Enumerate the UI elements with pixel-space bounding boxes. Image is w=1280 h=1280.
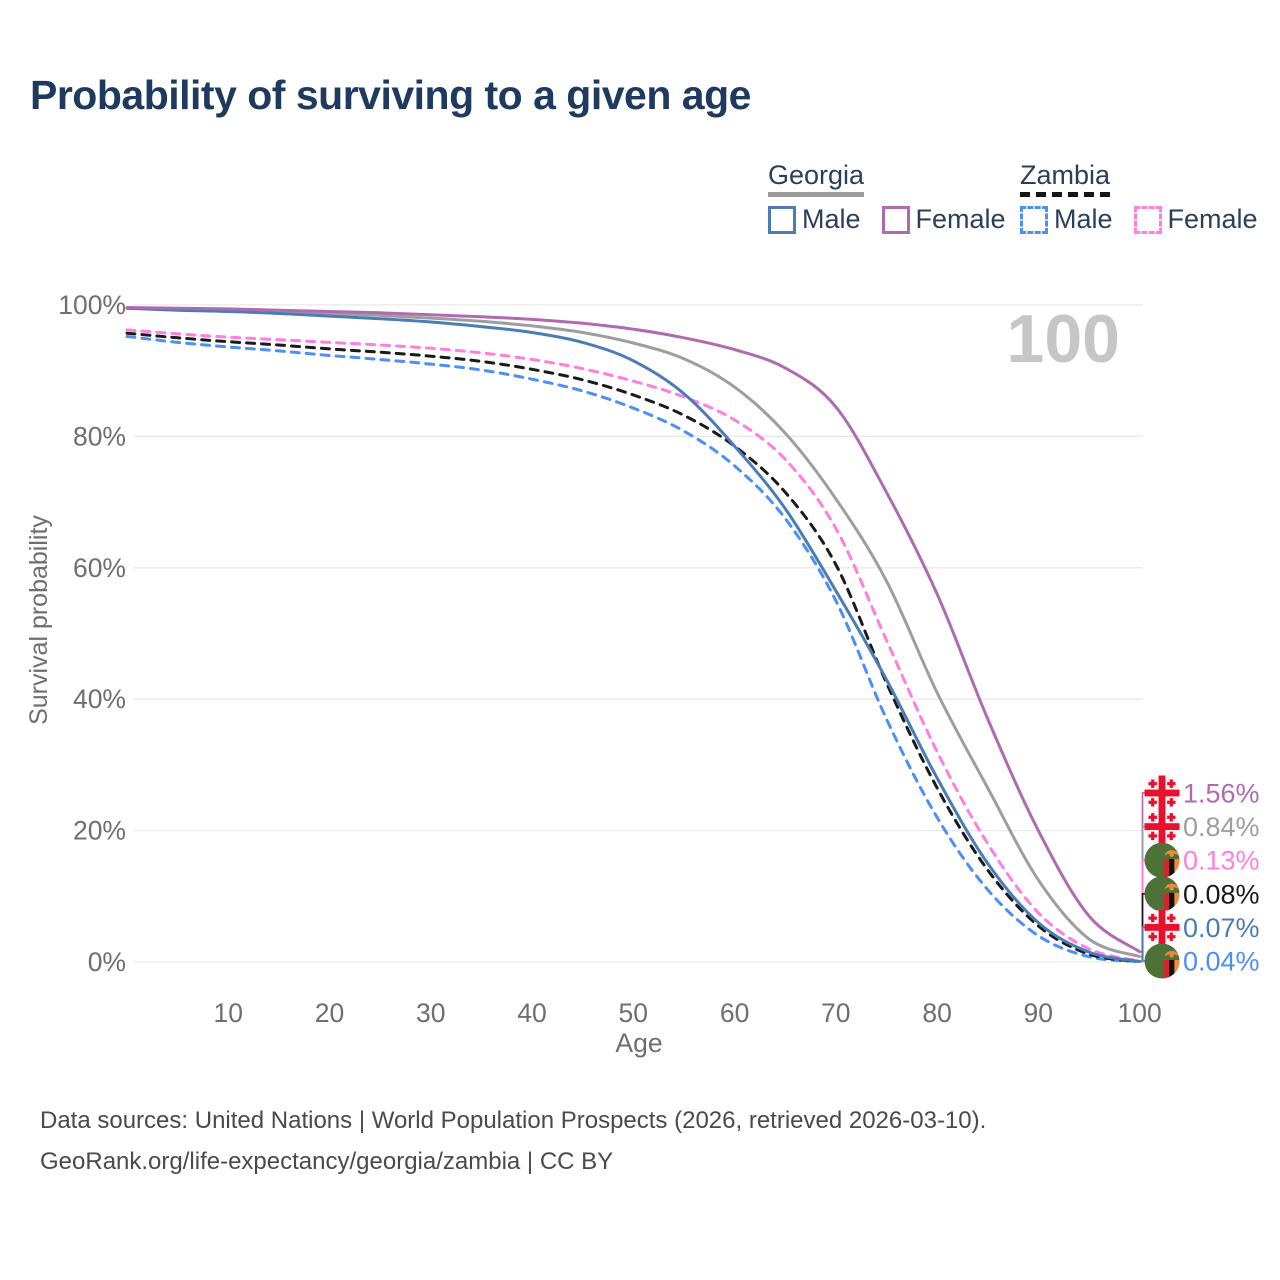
legend-swatch-georgia-male bbox=[768, 205, 796, 234]
x-tick-label: 30 bbox=[416, 998, 445, 1028]
legend-group-title-zambia[interactable]: Zambia bbox=[1020, 160, 1111, 197]
legend-swatch-zambia-male bbox=[1020, 205, 1048, 234]
curve-zambia-male[interactable] bbox=[125, 335, 1142, 964]
end-value-label: 0.07% bbox=[1183, 913, 1260, 943]
legend-group-zambia: Zambia Male Female bbox=[1020, 160, 1258, 235]
curve-zambia-female[interactable] bbox=[125, 328, 1142, 963]
y-tick-label: 100% bbox=[58, 290, 126, 320]
footer: Data sources: United Nations | World Pop… bbox=[40, 1100, 986, 1182]
x-tick-label: 40 bbox=[517, 998, 546, 1028]
end-value-label: 1.56% bbox=[1183, 779, 1260, 809]
legend-swatch-georgia-female bbox=[881, 205, 910, 234]
x-tick-label: 90 bbox=[1024, 998, 1053, 1028]
zambia-flag-icon bbox=[1144, 876, 1180, 912]
y-tick-label: 20% bbox=[73, 816, 126, 846]
end-value-label: 0.08% bbox=[1183, 879, 1260, 909]
legend-label-georgia-male: Male bbox=[802, 204, 861, 234]
legend-group-title-georgia[interactable]: Georgia bbox=[768, 160, 865, 197]
x-tick-label: 100 bbox=[1117, 998, 1161, 1028]
curve-georgia-male[interactable] bbox=[125, 306, 1142, 963]
x-tick-label: 20 bbox=[315, 998, 344, 1028]
end-value-label: 0.13% bbox=[1183, 846, 1260, 876]
legend-label-georgia-female: Female bbox=[915, 204, 1006, 234]
leader-line bbox=[1139, 859, 1150, 962]
page-title: Probability of surviving to a given age bbox=[30, 72, 751, 118]
georgia-flag-icon bbox=[1144, 909, 1180, 945]
y-tick-label: 0% bbox=[88, 947, 126, 977]
georgia-flag-icon bbox=[1144, 775, 1180, 811]
x-tick-label: 80 bbox=[922, 998, 951, 1028]
age-watermark: 100 bbox=[1007, 301, 1120, 377]
footer-data-sources: Data sources: United Nations | World Pop… bbox=[40, 1107, 987, 1134]
legend-label-zambia-female: Female bbox=[1167, 204, 1258, 234]
legend-row-georgia: Male Female bbox=[768, 204, 1006, 235]
curve-zambia[interactable] bbox=[125, 331, 1142, 963]
zambia-flag-icon bbox=[1144, 943, 1180, 979]
curve-georgia[interactable] bbox=[125, 306, 1142, 958]
y-tick-label: 80% bbox=[73, 421, 126, 451]
y-axis-title: Survival probability bbox=[25, 515, 53, 725]
x-axis-title: Age bbox=[615, 1028, 662, 1058]
georgia-flag-icon bbox=[1144, 809, 1180, 845]
y-tick-label: 60% bbox=[73, 553, 126, 583]
x-tick-label: 50 bbox=[619, 998, 648, 1028]
x-tick-label: 70 bbox=[821, 998, 850, 1028]
legend-item-georgia-male[interactable]: Male bbox=[768, 204, 861, 235]
y-tick-label: 40% bbox=[73, 684, 126, 714]
legend-swatch-zambia-female bbox=[1133, 205, 1162, 234]
legend-label-zambia-male: Male bbox=[1054, 204, 1113, 234]
end-value-label: 0.04% bbox=[1183, 947, 1260, 977]
x-tick-label: 10 bbox=[214, 998, 243, 1028]
legend-item-zambia-male[interactable]: Male bbox=[1020, 204, 1113, 235]
footer-attribution: GeoRank.org/life-expectancy/georgia/zamb… bbox=[40, 1148, 614, 1175]
x-tick-label: 60 bbox=[720, 998, 749, 1028]
legend-group-georgia: Georgia Male Female bbox=[768, 160, 1006, 235]
legend-item-georgia-female[interactable]: Female bbox=[881, 204, 1006, 235]
legend-row-zambia: Male Female bbox=[1020, 204, 1258, 235]
legend-item-zambia-female[interactable]: Female bbox=[1133, 204, 1258, 235]
curve-georgia-female[interactable] bbox=[125, 306, 1142, 954]
zambia-flag-icon bbox=[1144, 842, 1180, 878]
end-value-label: 0.84% bbox=[1183, 812, 1260, 842]
